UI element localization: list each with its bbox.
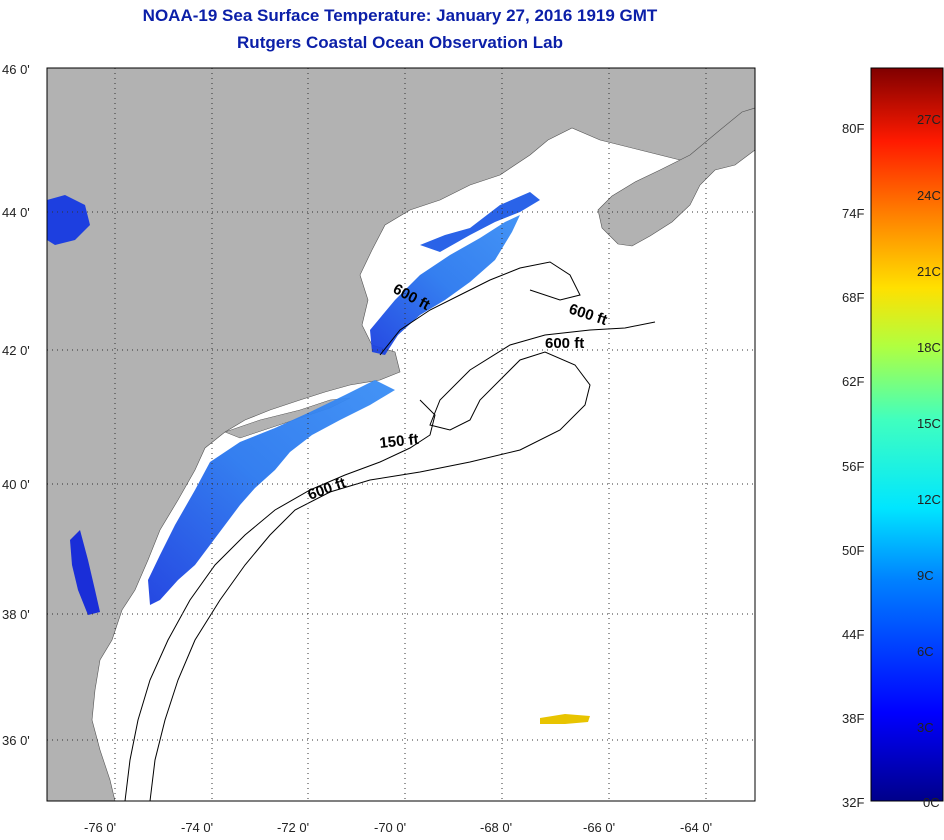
sst-patch-gulf-of-maine (370, 215, 520, 355)
isobath-label-3: 600 ft (545, 335, 584, 352)
cbar-c-9: 9C (917, 568, 934, 583)
cbar-f-50: 50F (842, 543, 864, 558)
sst-patch-chesapeake (70, 530, 100, 615)
isobath-label-4: 150 ft (379, 431, 420, 452)
cbar-f-68: 68F (842, 290, 864, 305)
isobath-600ft-gulf (379, 261, 581, 356)
lat-label-40: 40 0' (2, 477, 30, 492)
cbar-c-12: 12C (917, 492, 941, 507)
longitude-labels: -76 0' -74 0' -72 0' -70 0' -68 0' -66 0… (84, 820, 712, 835)
lon-label-68: -68 0' (480, 820, 512, 835)
lat-label-38: 38 0' (2, 607, 30, 622)
latitude-labels: 46 0' 44 0' 42 0' 40 0' 38 0' 36 0' (2, 62, 30, 748)
cbar-c-18: 18C (917, 340, 941, 355)
cbar-f-62: 62F (842, 374, 864, 389)
cbar-f-80: 80F (842, 121, 864, 136)
graticule (47, 68, 755, 801)
cbar-c-21: 21C (917, 264, 941, 279)
map-title: NOAA-19 Sea Surface Temperature: January… (142, 6, 658, 25)
cbar-f-74: 74F (842, 206, 864, 221)
cbar-c-6: 6C (917, 644, 934, 659)
cbar-f-38: 38F (842, 711, 864, 726)
colorbar-fahrenheit-labels: 80F 74F 68F 62F 56F 50F 44F 38F 32F (842, 121, 864, 810)
cbar-c-0: 0C (923, 795, 940, 810)
lon-label-74: -74 0' (181, 820, 213, 835)
lon-label-72: -72 0' (277, 820, 309, 835)
lon-label-64: -64 0' (680, 820, 712, 835)
sst-patch-lake-ontario (47, 195, 90, 245)
mainland-landmass (47, 68, 755, 801)
sst-patch-shelf (148, 380, 395, 605)
lon-label-70: -70 0' (374, 820, 406, 835)
lat-label-36: 36 0' (2, 733, 30, 748)
lon-label-76: -76 0' (84, 820, 116, 835)
lon-label-66: -66 0' (583, 820, 615, 835)
cbar-f-32: 32F (842, 795, 864, 810)
isobath-150ft (124, 399, 436, 801)
sst-warm-patch (540, 714, 590, 724)
map-frame (46, 67, 756, 802)
sst-patch-gulf-north (420, 192, 540, 252)
cbar-f-44: 44F (842, 627, 864, 642)
cbar-c-27: 27C (917, 112, 941, 127)
cbar-c-24: 24C (917, 188, 941, 203)
cbar-f-56: 56F (842, 459, 864, 474)
cbar-c-3: 3C (917, 720, 934, 735)
map-subtitle: Rutgers Coastal Ocean Observation Lab (237, 33, 563, 52)
lat-label-42: 42 0' (2, 343, 30, 358)
cbar-c-15: 15C (917, 416, 941, 431)
colorbar-celsius-labels: 27C 24C 21C 18C 15C 12C 9C 6C 3C 0C (917, 112, 941, 810)
isobath-600ft-outer (149, 321, 656, 801)
lat-label-46: 46 0' (2, 62, 30, 77)
lat-label-44: 44 0' (2, 205, 30, 220)
colorbar (870, 67, 944, 802)
